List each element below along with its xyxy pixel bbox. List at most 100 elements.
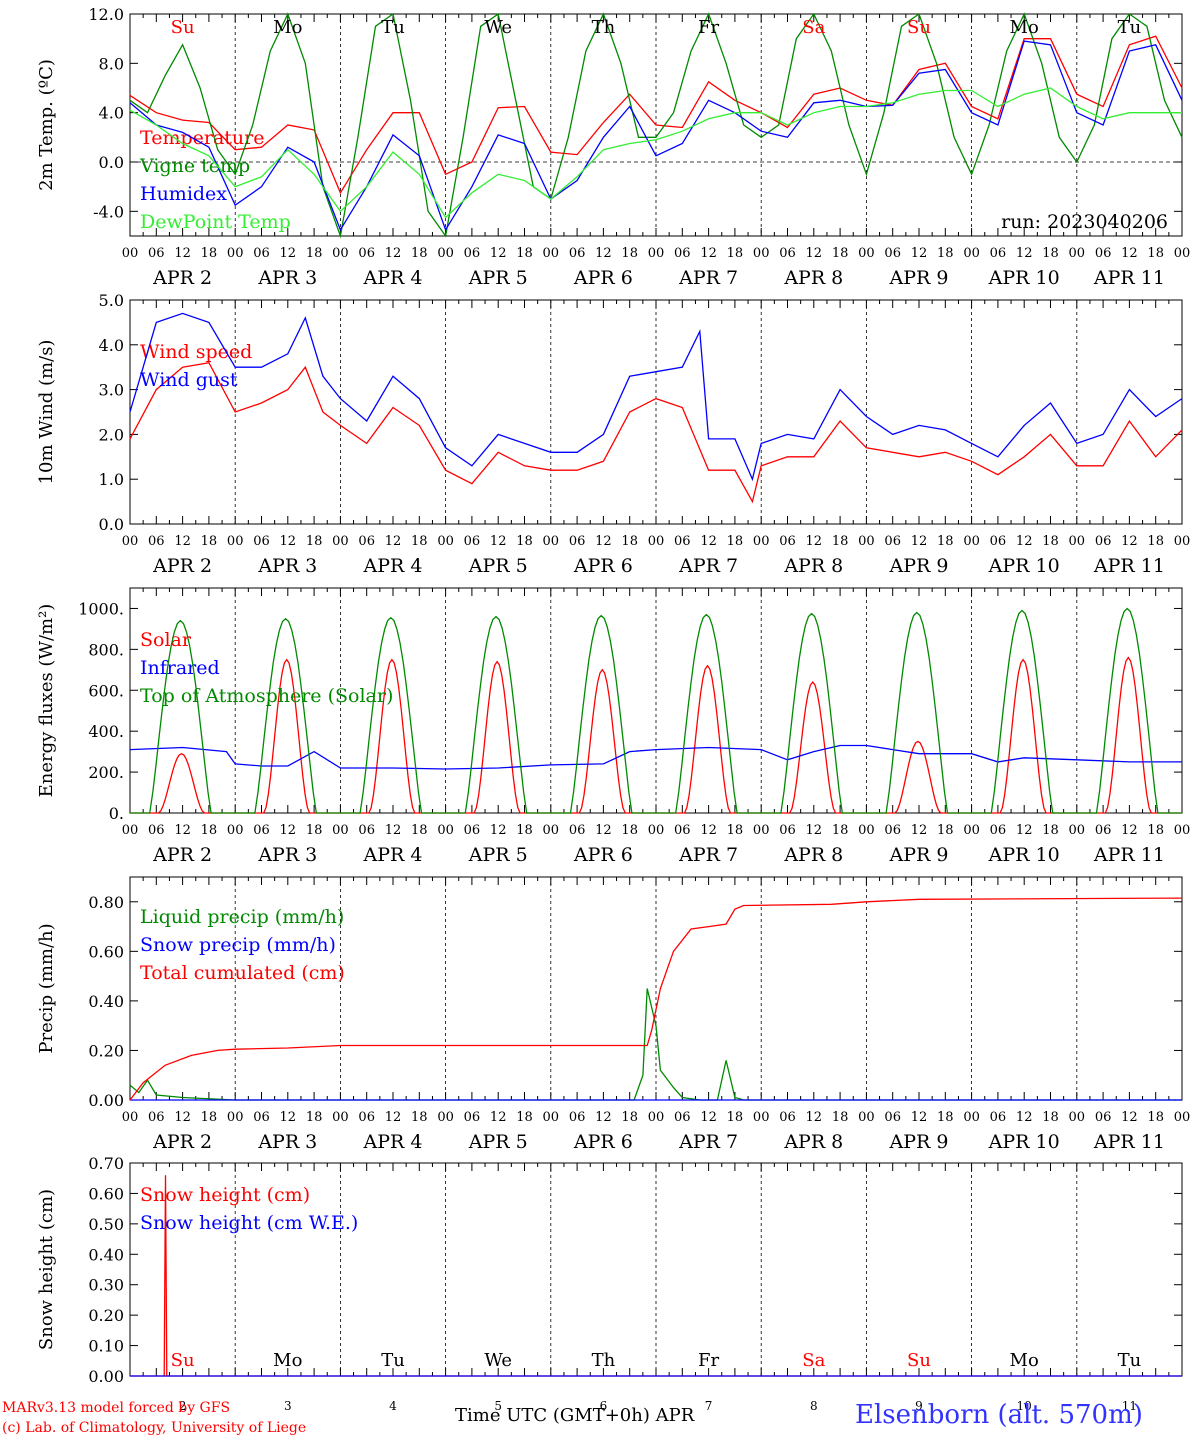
x-hour-label: 12 xyxy=(700,246,717,261)
legend-entry: Snow height (cm) xyxy=(140,1184,310,1206)
x-hour-label: 06 xyxy=(990,823,1007,838)
x-hour-label: 12 xyxy=(174,823,191,838)
x-date-label: APR 10 xyxy=(988,1131,1060,1153)
weekday-label: Sa xyxy=(802,1350,825,1371)
weekday-label: Tu xyxy=(381,17,405,38)
x-hour-label: 18 xyxy=(516,1110,533,1125)
series-line-lightgreen xyxy=(129,87,1182,219)
x-hour-label: 00 xyxy=(753,534,770,549)
x-hour-label: 06 xyxy=(569,246,586,261)
legend-entry: Snow precip (mm/h) xyxy=(140,934,336,956)
x-hour-label: 06 xyxy=(990,534,1007,549)
weekday-label: Th xyxy=(592,17,616,38)
x-hour-label: 18 xyxy=(516,823,533,838)
x-hour-label: 06 xyxy=(358,823,375,838)
weekday-label: Fr xyxy=(698,1350,719,1371)
y-tick-label: 0. xyxy=(109,804,124,823)
x-hour-label: 00 xyxy=(122,823,139,838)
x-hour-label: 18 xyxy=(516,534,533,549)
x-hour-label: 12 xyxy=(174,1110,191,1125)
x-hour-label: 12 xyxy=(700,823,717,838)
y-tick-label: 0.30 xyxy=(88,1276,124,1295)
x-hour-label: 12 xyxy=(806,823,823,838)
y-tick-label: 200. xyxy=(88,763,124,782)
x-date-label: APR 2 xyxy=(152,844,212,866)
x-date-label: APR 5 xyxy=(468,267,528,289)
x-hour-label: 12 xyxy=(1121,534,1138,549)
x-date-label: APR 4 xyxy=(363,844,423,866)
series-line-green xyxy=(129,12,1183,239)
y-tick-label: 12.0 xyxy=(88,5,124,24)
x-hour-label: 18 xyxy=(727,823,744,838)
x-hour-label: 18 xyxy=(1147,823,1164,838)
x-date-label: APR 10 xyxy=(988,555,1060,577)
x-hour-label: 06 xyxy=(464,1110,481,1125)
x-hour-label: 06 xyxy=(779,246,796,261)
y-tick-label: 8.0 xyxy=(99,54,124,73)
x-hour-label: 06 xyxy=(1095,823,1112,838)
x-hour-label: 18 xyxy=(1042,246,1059,261)
weekday-label: Mo xyxy=(273,1350,302,1371)
x-hour-label: 00 xyxy=(963,823,980,838)
x-hour-label: 12 xyxy=(806,1110,823,1125)
x-hour-label: 18 xyxy=(411,534,428,549)
x-hour-label: 12 xyxy=(490,1110,507,1125)
legend-entry: Solar xyxy=(140,629,192,651)
x-hour-label: 06 xyxy=(674,246,691,261)
x-date-label: APR 6 xyxy=(573,844,633,866)
x-hour-label: 06 xyxy=(990,1110,1007,1125)
x-hour-label: 12 xyxy=(174,534,191,549)
x-hour-label: 00 xyxy=(122,534,139,549)
x-hour-label: 06 xyxy=(779,823,796,838)
x-hour-label: 18 xyxy=(937,823,954,838)
weekday-label: Su xyxy=(171,1350,195,1371)
x-hour-label: 12 xyxy=(911,246,928,261)
x-hour-label: 12 xyxy=(280,246,297,261)
x-hour-label: 06 xyxy=(148,534,165,549)
weekday-label: Fr xyxy=(698,17,719,38)
x-hour-label: 06 xyxy=(884,246,901,261)
y-tick-label: 0.00 xyxy=(88,1091,124,1110)
x-date-label: APR 5 xyxy=(468,555,528,577)
x-hour-label: 06 xyxy=(674,1110,691,1125)
x-hour-label: 12 xyxy=(280,1110,297,1125)
y-axis-label: 2m Temp. (ºC) xyxy=(36,59,57,191)
x-hour-label: 00 xyxy=(227,246,244,261)
y-tick-label: 0.40 xyxy=(88,992,124,1011)
x-date-label: APR 10 xyxy=(988,267,1060,289)
y-tick-label: 400. xyxy=(88,722,124,741)
x-date-label: APR 2 xyxy=(152,555,212,577)
weekday-label: Mo xyxy=(1010,1350,1039,1371)
x-date-label: APR 4 xyxy=(363,555,423,577)
x-hour-label: 12 xyxy=(1121,1110,1138,1125)
panel-5: 0.00 0.10 0.20 0.30 0.40 0.50 0.60 0.70 Snow hei… xyxy=(36,1154,1183,1413)
x-hour-label: 12 xyxy=(1016,534,1033,549)
y-tick-label: 0.0 xyxy=(99,515,124,534)
legend-entry: Total cumulated (cm) xyxy=(140,962,345,984)
x-date-label: APR 11 xyxy=(1093,1131,1165,1153)
x-hour-label: 18 xyxy=(516,246,533,261)
x-date-label: APR 9 xyxy=(889,844,949,866)
x-hour-label: 00 xyxy=(858,246,875,261)
x-hour-label: 00 xyxy=(543,823,560,838)
y-axis-label: Energy fluxes (W/m²) xyxy=(36,604,57,798)
x-hour-label: 06 xyxy=(253,246,270,261)
x-day-number: 5 xyxy=(494,1399,502,1413)
x-hour-label: 06 xyxy=(358,246,375,261)
x-hour-label: 18 xyxy=(306,823,323,838)
y-tick-label: 1.0 xyxy=(99,470,124,489)
y-tick-label: 5.0 xyxy=(99,291,124,310)
x-hour-label: 12 xyxy=(1016,823,1033,838)
y-tick-label: 0.80 xyxy=(88,893,124,912)
x-hour-label: 18 xyxy=(832,246,849,261)
x-hour-label: 18 xyxy=(1147,1110,1164,1125)
x-hour-label: 12 xyxy=(280,823,297,838)
x-hour-label: 00 xyxy=(858,1110,875,1125)
y-axis-label: Snow height (cm) xyxy=(36,1189,57,1350)
x-hour-label: 12 xyxy=(1121,823,1138,838)
x-date-label: APR 8 xyxy=(783,1131,843,1153)
panel-3: 0. 200. 400. 600. 800. 1000. Energy fluxes (W/… xyxy=(36,587,1190,866)
x-hour-label: 18 xyxy=(621,534,638,549)
x-hour-label: 12 xyxy=(174,246,191,261)
x-date-label: APR 8 xyxy=(783,267,843,289)
